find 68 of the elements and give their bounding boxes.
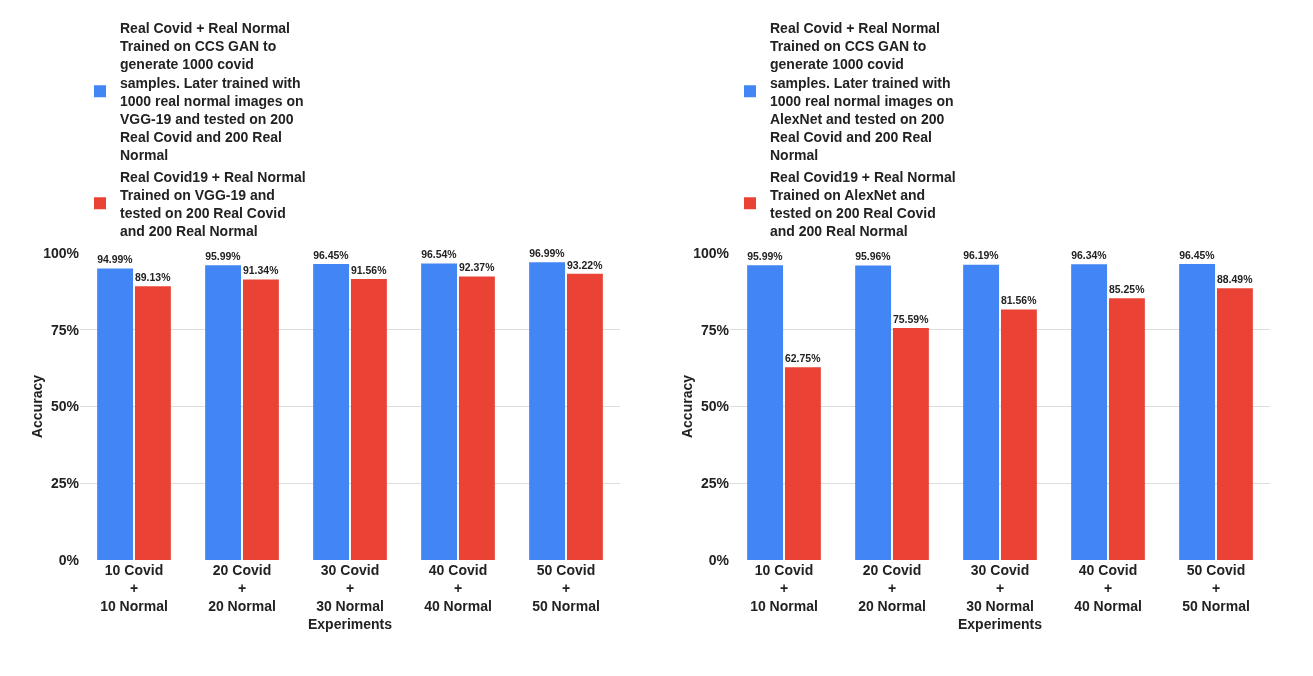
legend-label: Real Covid + Real Normal Trained on CCS GAN to generate 1000 covid samples. Later trained with 1000 real normal images on AlexNet and tested on 200 Real Covid and 200 Real Normal bbox=[770, 19, 954, 164]
bar bbox=[963, 264, 1000, 560]
bar bbox=[242, 279, 279, 560]
data-label: 89.13% bbox=[134, 272, 172, 284]
y-tick-label: 25% bbox=[50, 475, 80, 492]
data-label: 96.34% bbox=[1071, 250, 1108, 261]
bar bbox=[855, 265, 892, 560]
data-label: 93.22% bbox=[566, 259, 604, 271]
x-tick-label: 20 Covid + 20 Normal bbox=[208, 562, 276, 615]
x-tick-label: 20 Covid + 20 Normal bbox=[858, 562, 926, 615]
x-tick-label: 50 Covid + 50 Normal bbox=[1182, 562, 1250, 615]
data-label: 96.45% bbox=[313, 249, 350, 261]
data-label: 94.99% bbox=[97, 254, 134, 266]
x-axis-title: Experiments bbox=[307, 616, 393, 633]
data-label: 92.37% bbox=[458, 262, 496, 274]
y-tick-label: 100% bbox=[43, 244, 80, 261]
bar bbox=[205, 265, 242, 560]
y-tick-label: 25% bbox=[700, 475, 730, 492]
bar bbox=[892, 327, 929, 560]
y-axis-title: Accuracy bbox=[29, 374, 45, 439]
legend-label: Real Covid + Real Normal Trained on CCS GAN to generate 1000 covid samples. Later trained with 1000 real normal images on VGG-19 and tested on 200 Real Covid and 200 Real Normal bbox=[120, 19, 304, 164]
x-tick-label: 30 Covid + 30 Normal bbox=[966, 562, 1034, 615]
x-tick-label: 40 Covid + 40 Normal bbox=[1074, 562, 1142, 615]
bar bbox=[1000, 309, 1037, 560]
bar bbox=[1216, 288, 1253, 560]
x-tick-label: 10 Covid + 10 Normal bbox=[100, 562, 168, 615]
data-label: 62.75% bbox=[784, 353, 822, 365]
bar bbox=[313, 263, 350, 560]
data-label: 85.25% bbox=[1108, 284, 1146, 296]
x-tick-label: 40 Covid + 40 Normal bbox=[424, 562, 492, 615]
bar bbox=[134, 286, 171, 560]
y-axis-title: Accuracy bbox=[679, 374, 695, 439]
bar bbox=[1108, 298, 1145, 560]
data-label: 95.99% bbox=[205, 251, 242, 263]
bar bbox=[458, 276, 495, 560]
y-tick-label: 75% bbox=[50, 321, 80, 338]
bar bbox=[566, 273, 603, 560]
data-label: 96.54% bbox=[421, 249, 458, 261]
y-tick-label: 75% bbox=[700, 321, 730, 338]
bar bbox=[784, 367, 821, 560]
x-tick-label: 10 Covid + 10 Normal bbox=[750, 562, 818, 615]
legend-label: Real Covid19 + Real Normal Trained on VGG-19 and tested on 200 Real Covid and 200 Real Normal bbox=[120, 168, 306, 240]
data-label: 88.49% bbox=[1216, 274, 1254, 286]
data-label: 95.99% bbox=[747, 251, 784, 263]
x-axis-title: Experiments bbox=[957, 616, 1043, 633]
x-tick-label: 30 Covid + 30 Normal bbox=[316, 562, 384, 615]
bar bbox=[1179, 263, 1216, 560]
data-label: 96.45% bbox=[1179, 249, 1216, 261]
bar bbox=[421, 263, 458, 560]
y-tick-label: 0% bbox=[708, 551, 730, 568]
data-label: 91.56% bbox=[350, 264, 388, 276]
y-tick-label: 50% bbox=[700, 398, 730, 415]
data-label: 81.56% bbox=[1000, 295, 1038, 307]
x-tick-label: 50 Covid + 50 Normal bbox=[532, 562, 600, 615]
y-tick-label: 100% bbox=[693, 244, 730, 261]
legend-label: Real Covid19 + Real Normal Trained on AlexNet and tested on 200 Real Covid and 200 Real Normal bbox=[770, 168, 956, 240]
data-label: 91.34% bbox=[242, 265, 280, 277]
data-label: 96.99% bbox=[529, 248, 566, 259]
y-tick-label: 0% bbox=[58, 551, 80, 568]
bar bbox=[529, 262, 566, 560]
bar bbox=[350, 278, 387, 560]
bar bbox=[97, 268, 134, 560]
data-label: 95.96% bbox=[855, 251, 892, 263]
data-label: 75.59% bbox=[892, 313, 930, 325]
data-label: 96.19% bbox=[963, 250, 1000, 262]
y-tick-label: 50% bbox=[50, 398, 80, 415]
bar bbox=[747, 265, 784, 560]
bar bbox=[1071, 264, 1108, 560]
